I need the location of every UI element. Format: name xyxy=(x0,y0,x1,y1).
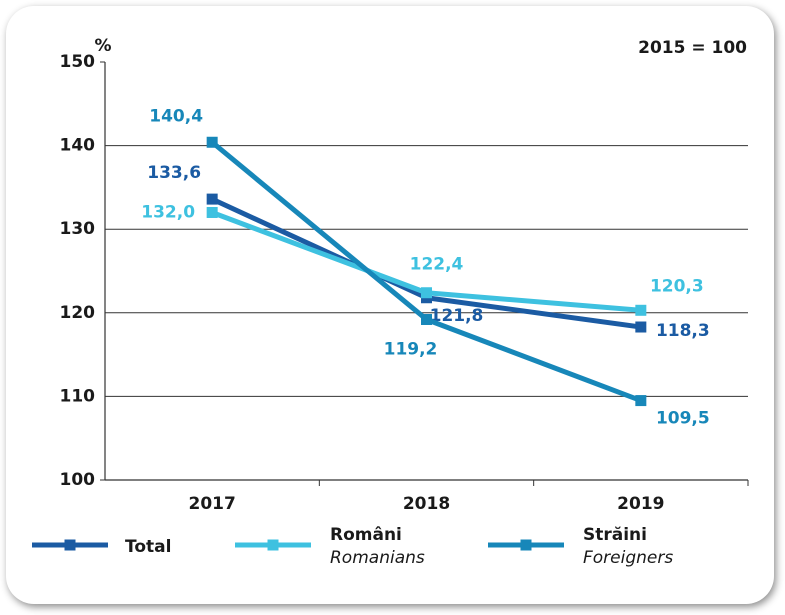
value-label: 132,0 xyxy=(141,202,195,222)
x-tick-label: 2018 xyxy=(403,494,450,514)
value-label: 119,2 xyxy=(384,339,438,359)
legend-marker xyxy=(520,539,532,551)
y-axis-label: % xyxy=(94,36,111,56)
legend-label: Români xyxy=(330,525,402,545)
legend-label-en: Romanians xyxy=(330,548,425,568)
y-tick-label: 130 xyxy=(60,219,96,239)
legend-label: Total xyxy=(125,537,171,557)
x-tick-label: 2019 xyxy=(617,494,664,514)
legend-marker xyxy=(267,539,279,551)
y-tick-label: 140 xyxy=(60,136,96,156)
y-tick-label: 100 xyxy=(60,470,96,490)
value-label: 122,4 xyxy=(410,255,464,275)
point xyxy=(206,193,218,205)
legend-label-en: Foreigners xyxy=(583,548,673,568)
point xyxy=(421,287,432,299)
point xyxy=(635,395,647,407)
point xyxy=(421,313,432,325)
y-tick-label: 110 xyxy=(60,386,96,406)
legend-marker xyxy=(64,539,76,551)
point xyxy=(635,321,647,333)
y-tick-label: 150 xyxy=(60,52,96,72)
value-label: 118,3 xyxy=(656,321,710,341)
y-tick-label: 120 xyxy=(60,303,96,323)
x-tick-label: 2017 xyxy=(189,494,236,514)
point xyxy=(206,206,218,218)
value-label: 121,8 xyxy=(430,306,484,326)
point xyxy=(635,304,647,316)
base-note: 2015 = 100 xyxy=(638,38,747,58)
value-label: 140,4 xyxy=(149,106,203,126)
value-label: 133,6 xyxy=(147,163,201,183)
point xyxy=(206,136,218,148)
legend-label: Străini xyxy=(583,525,647,545)
value-label: 109,5 xyxy=(656,409,710,429)
value-label: 120,3 xyxy=(650,276,704,296)
